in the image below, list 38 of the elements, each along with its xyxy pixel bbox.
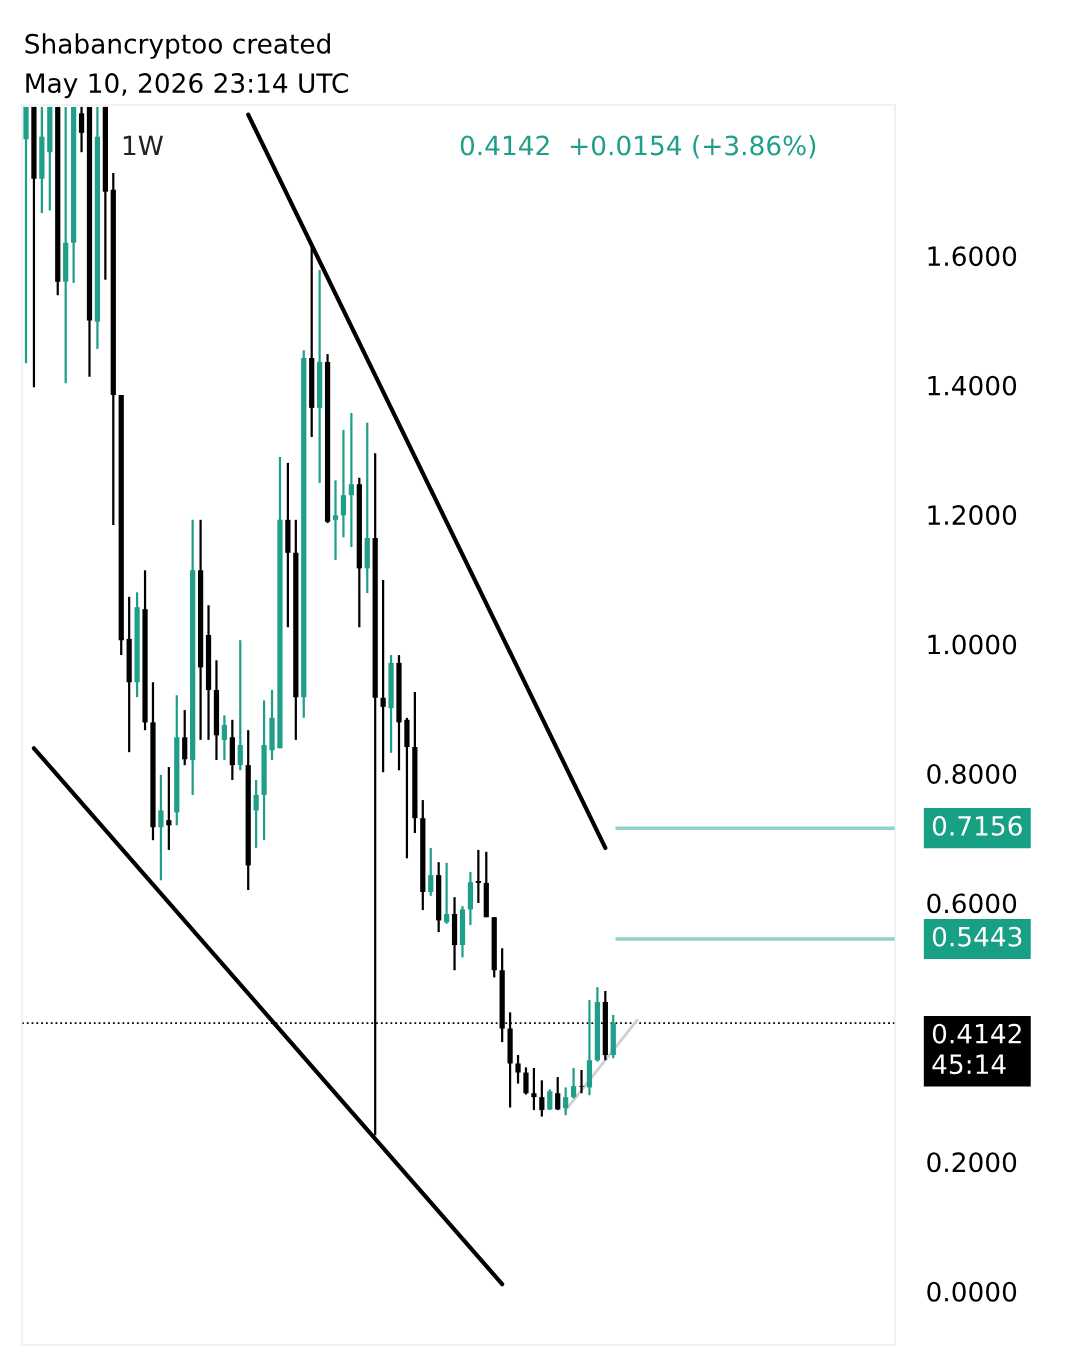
y-tick-label: 0.6000	[927, 893, 1017, 914]
candlestick	[570, 1066, 577, 1100]
y-tick-label: 1.4000	[928, 375, 1017, 396]
annotation: 0.4142 +0.0154 (+3.86%)	[460, 135, 816, 159]
candlestick	[253, 778, 259, 850]
candlestick	[428, 846, 434, 897]
candlestick	[182, 708, 188, 767]
y-tick-label: 1.2000	[928, 505, 1017, 526]
y-tick-label: 1.0000	[928, 634, 1017, 655]
candlestick	[237, 639, 243, 772]
ref-line-label: 0.7156	[932, 815, 1022, 836]
candlestick	[158, 773, 164, 882]
candlestick	[475, 848, 481, 905]
candlestick	[523, 1066, 529, 1096]
chart-title: Shabancryptoo created	[25, 33, 330, 59]
candlestick	[531, 1066, 537, 1112]
y-tick-label: 0.2000	[927, 1152, 1017, 1173]
candlestick	[348, 411, 354, 549]
candlestick	[340, 428, 347, 539]
candlestick	[332, 479, 339, 562]
y-tick-label: 0.0000	[927, 1281, 1017, 1302]
chart-subtitle: May 10, 2026 23:14 UTC	[26, 73, 348, 99]
ref-line-label: 0.5443	[932, 926, 1022, 947]
candlestick	[443, 861, 450, 925]
candlestick	[221, 714, 228, 762]
candlestick	[563, 1086, 569, 1117]
ref-line-label: 0.4142 45:14	[932, 1023, 1021, 1075]
annotation: 1W	[123, 135, 163, 156]
candlestick	[539, 1079, 545, 1118]
candlestick	[578, 1068, 585, 1095]
candlestick	[555, 1075, 561, 1112]
y-tick-label: 0.8000	[927, 763, 1017, 784]
candlestick	[515, 1053, 521, 1085]
candlestick	[380, 578, 386, 774]
candlestick	[78, 105, 85, 154]
y-tick-label: 1.6000	[928, 246, 1017, 267]
candlestick	[166, 765, 172, 852]
candlestick	[547, 1088, 553, 1112]
